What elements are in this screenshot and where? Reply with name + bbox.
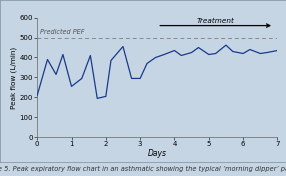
Text: Figure 5. Peak expiratory flow chart in an asthmatic showing the typical ‘mornin: Figure 5. Peak expiratory flow chart in … xyxy=(0,166,286,172)
X-axis label: Days: Days xyxy=(148,149,167,158)
Y-axis label: Peak flow (L/min): Peak flow (L/min) xyxy=(10,46,17,108)
Text: Predicted PEF: Predicted PEF xyxy=(40,29,84,34)
Text: Treatment: Treatment xyxy=(197,18,235,24)
